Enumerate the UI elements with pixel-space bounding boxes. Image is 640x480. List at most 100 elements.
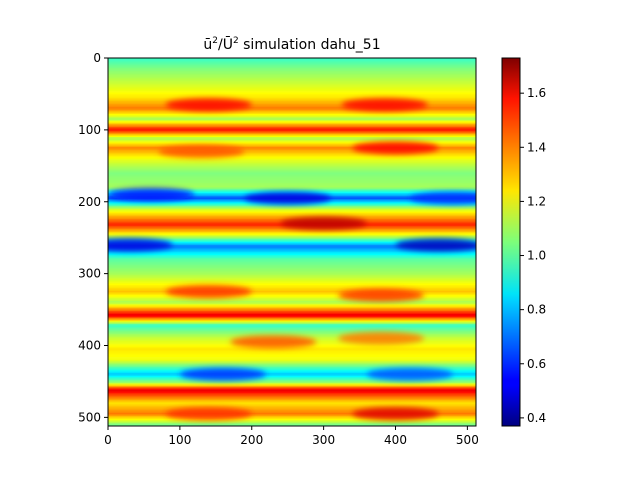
heatmap-row xyxy=(108,242,476,245)
heatmap-row xyxy=(108,288,476,291)
heatmap-row xyxy=(108,60,476,63)
heatmap-row xyxy=(108,311,476,314)
heatmap-row xyxy=(108,254,476,257)
heatmap-row xyxy=(108,69,476,72)
heatmap-row xyxy=(108,414,476,417)
heatmap-row xyxy=(108,415,476,418)
heatmap-row xyxy=(108,285,476,288)
heatmap-row xyxy=(108,387,476,390)
x-tick-label: 100 xyxy=(168,433,191,447)
heatmap-row xyxy=(108,170,476,173)
heatmap-row xyxy=(108,237,476,240)
heatmap-row xyxy=(108,92,476,95)
heatmap-hotspot xyxy=(366,367,453,381)
colorbar-tick-label: 0.8 xyxy=(527,303,546,317)
heatmap-hotspot xyxy=(338,288,425,302)
heatmap-row xyxy=(108,82,476,85)
heatmap-hotspot xyxy=(230,335,317,349)
heatmap-hotspot xyxy=(341,98,428,112)
heatmap-row xyxy=(108,185,476,188)
heatmap-row xyxy=(108,329,476,332)
heatmap-row xyxy=(108,256,476,259)
heatmap-row xyxy=(108,388,476,391)
heatmap-row xyxy=(108,68,476,71)
heatmap-row xyxy=(108,167,476,170)
y-tick-label: 200 xyxy=(78,195,101,209)
y-tick-label: 100 xyxy=(78,123,101,137)
heatmap-row xyxy=(108,114,476,117)
heatmap-row xyxy=(108,233,476,236)
y-tick-label: 400 xyxy=(78,339,101,353)
heatmap-row xyxy=(108,405,476,408)
heatmap-row xyxy=(108,63,476,66)
heatmap-row xyxy=(108,250,476,253)
heatmap-row xyxy=(108,59,476,62)
heatmap-row xyxy=(108,129,476,132)
heatmap-row xyxy=(108,243,476,246)
heatmap-row xyxy=(108,365,476,368)
heatmap-row xyxy=(108,111,476,114)
heatmap-row xyxy=(108,121,476,124)
heatmap-row xyxy=(108,325,476,328)
heatmap-row xyxy=(108,364,476,367)
heatmap-row xyxy=(108,377,476,380)
heatmap-row xyxy=(108,85,476,88)
heatmap-row xyxy=(108,391,476,394)
heatmap-row xyxy=(108,108,476,111)
heatmap-row xyxy=(108,72,476,75)
heatmap-row xyxy=(108,318,476,321)
heatmap-row xyxy=(108,302,476,305)
heatmap-hotspot xyxy=(352,141,439,155)
colorbar-tick-label: 0.6 xyxy=(527,357,546,371)
heatmap-row xyxy=(108,86,476,89)
heatmap-row xyxy=(108,358,476,361)
heatmap-row xyxy=(108,246,476,249)
heatmap-row xyxy=(108,152,476,155)
heatmap-row xyxy=(108,227,476,230)
heatmap-row xyxy=(108,282,476,285)
heatmap-row xyxy=(108,231,476,234)
heatmap-row xyxy=(108,382,476,385)
heatmap-row xyxy=(108,70,476,73)
heatmap-row xyxy=(108,155,476,158)
heatmap-row xyxy=(108,296,476,299)
heatmap-row xyxy=(108,398,476,401)
heatmap-row xyxy=(108,127,476,130)
plot-frame xyxy=(107,57,477,427)
heatmap-row xyxy=(108,139,476,142)
heatmap-row xyxy=(108,266,476,269)
heatmap-row xyxy=(108,334,476,337)
heatmap-row xyxy=(108,106,476,109)
heatmap-row xyxy=(108,122,476,125)
heatmap-row xyxy=(108,315,476,318)
heatmap-row xyxy=(108,157,476,160)
heatmap-row xyxy=(108,371,476,374)
heatmap-row xyxy=(108,104,476,107)
heatmap-row xyxy=(108,76,476,79)
heatmap-row xyxy=(108,247,476,250)
heatmap-row xyxy=(108,372,476,375)
heatmap-row xyxy=(108,181,476,184)
heatmap-row xyxy=(108,95,476,98)
heatmap-row xyxy=(108,303,476,306)
heatmap-row xyxy=(108,328,476,331)
colorbar-tick-label: 0.4 xyxy=(527,411,546,425)
heatmap-row xyxy=(108,249,476,252)
heatmap-row xyxy=(108,230,476,233)
heatmap-row xyxy=(108,58,476,61)
x-tick-label: 500 xyxy=(456,433,479,447)
heatmap-row xyxy=(108,368,476,371)
heatmap-row xyxy=(108,257,476,260)
heatmap-row xyxy=(108,178,476,181)
heatmap-row xyxy=(108,423,476,426)
x-axis: 0 100 200 300 400 500 xyxy=(104,426,479,447)
heatmap-row xyxy=(108,171,476,174)
y-tick-label: 500 xyxy=(78,410,101,424)
heatmap-row xyxy=(108,348,476,351)
colorbar-tick-label: 1.0 xyxy=(527,249,546,263)
heatmap-row xyxy=(108,109,476,112)
heatmap-hotspot xyxy=(165,98,252,112)
heatmap-hotspot xyxy=(395,238,476,252)
heatmap-row xyxy=(108,275,476,278)
heatmap-row xyxy=(108,150,476,153)
